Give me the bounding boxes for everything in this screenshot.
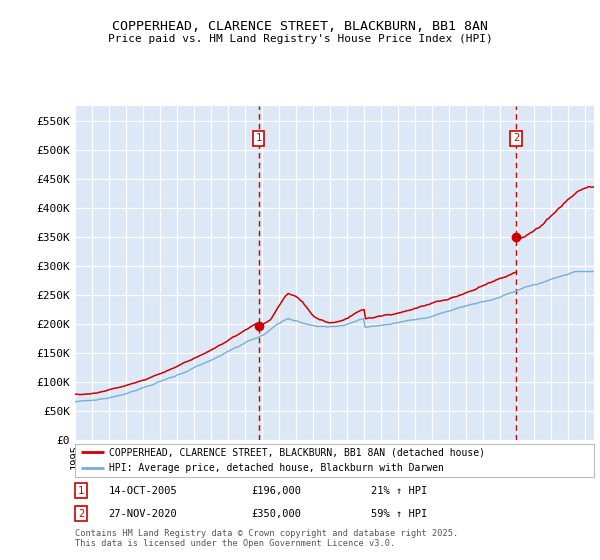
Text: 1: 1 [256, 133, 262, 143]
Text: COPPERHEAD, CLARENCE STREET, BLACKBURN, BB1 8AN (detached house): COPPERHEAD, CLARENCE STREET, BLACKBURN, … [109, 447, 485, 458]
Text: Price paid vs. HM Land Registry's House Price Index (HPI): Price paid vs. HM Land Registry's House … [107, 34, 493, 44]
Text: 27-NOV-2020: 27-NOV-2020 [109, 509, 178, 519]
Text: 59% ↑ HPI: 59% ↑ HPI [371, 509, 427, 519]
Text: 14-OCT-2005: 14-OCT-2005 [109, 486, 178, 496]
Text: COPPERHEAD, CLARENCE STREET, BLACKBURN, BB1 8AN: COPPERHEAD, CLARENCE STREET, BLACKBURN, … [112, 20, 488, 32]
Text: HPI: Average price, detached house, Blackburn with Darwen: HPI: Average price, detached house, Blac… [109, 463, 443, 473]
Text: Contains HM Land Registry data © Crown copyright and database right 2025.
This d: Contains HM Land Registry data © Crown c… [75, 529, 458, 548]
Text: 1: 1 [78, 486, 85, 496]
Text: £350,000: £350,000 [251, 509, 301, 519]
Text: £196,000: £196,000 [251, 486, 301, 496]
Text: 21% ↑ HPI: 21% ↑ HPI [371, 486, 427, 496]
Text: 2: 2 [78, 509, 85, 519]
Text: 2: 2 [513, 133, 519, 143]
